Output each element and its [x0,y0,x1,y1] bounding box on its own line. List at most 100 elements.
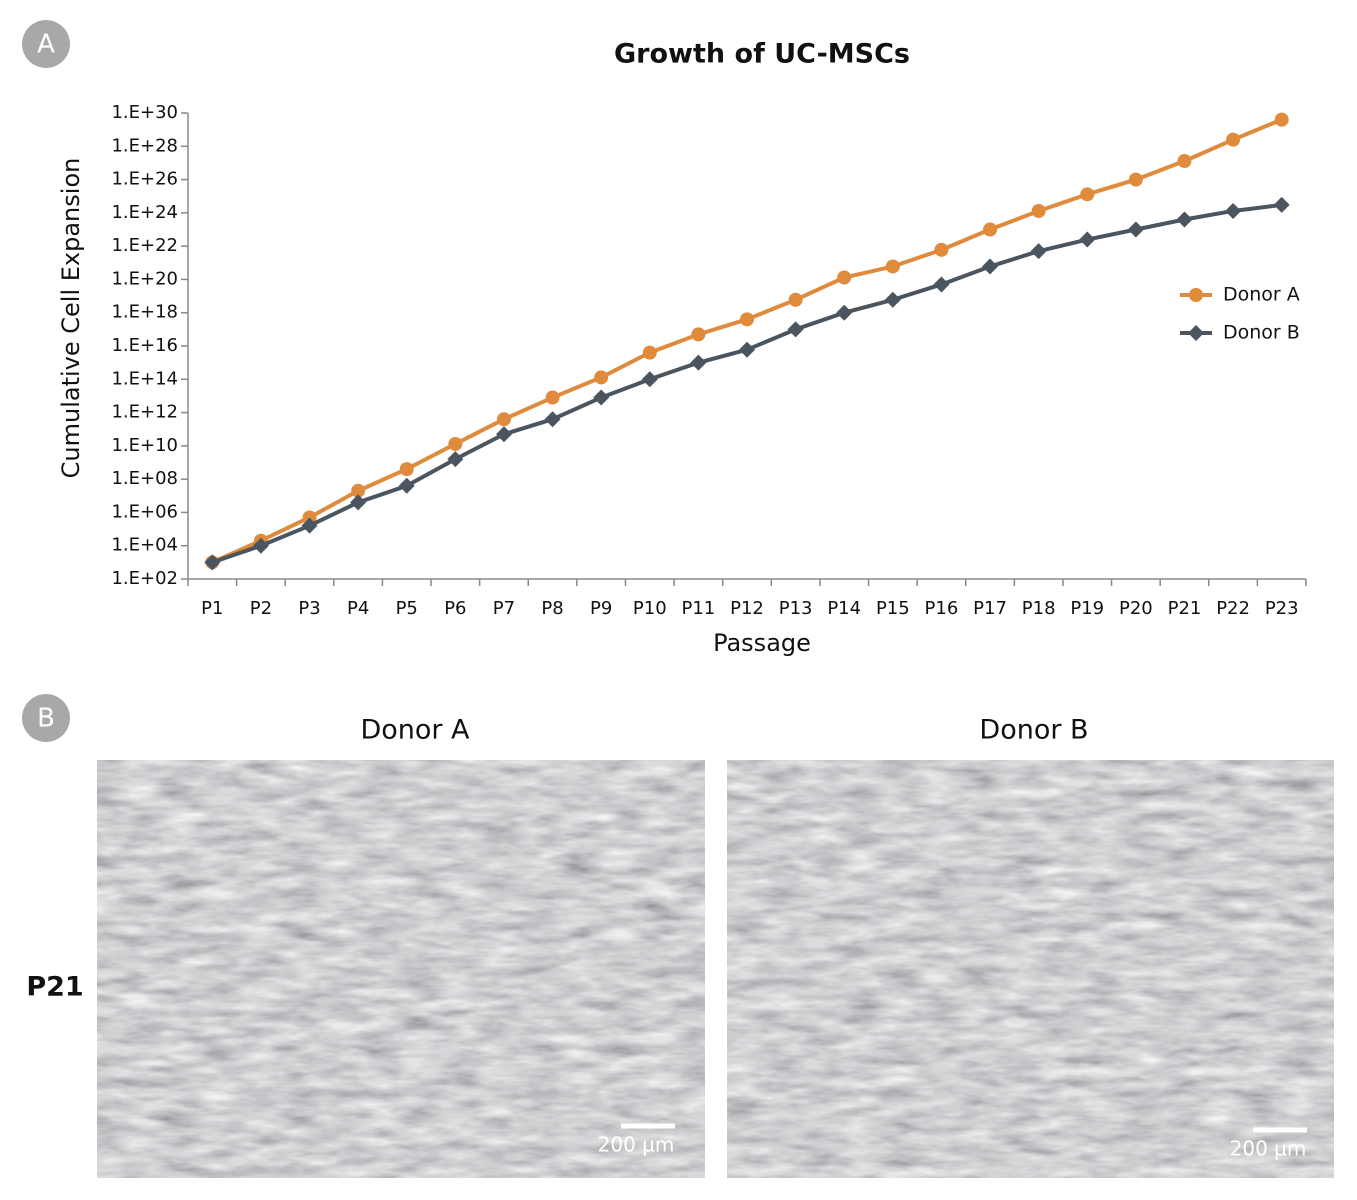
y-tick-label: 1.E+08 [111,468,178,489]
data-point [642,345,657,360]
scale-bar-label: 200 µm [1230,1137,1307,1161]
micrograph [97,760,705,1178]
x-tick-label: P15 [876,598,910,619]
data-point [836,304,853,321]
data-point [496,412,511,427]
y-axis-label: Cumulative Cell Expansion [57,158,85,479]
x-tick-label: P11 [682,598,716,619]
data-point [691,327,706,342]
y-tick-label: 1.E+20 [111,268,178,289]
data-point [934,242,949,257]
data-point [982,258,999,275]
column-title: Donor B [979,715,1088,746]
y-tick-label: 1.E+04 [111,535,178,556]
data-point [302,510,317,525]
data-point [1030,243,1047,260]
badge [22,20,70,68]
y-tick-label: 1.E+02 [111,568,178,589]
data-point [837,270,852,285]
data-point [1031,203,1046,218]
y-tick-label: 1.E+10 [111,435,178,456]
y-tick-label: 1.E+12 [111,402,178,423]
data-point [641,371,658,388]
data-point [885,259,900,274]
column-title: Donor A [360,715,470,746]
data-point [1177,154,1192,169]
data-point [1274,112,1289,127]
y-tick-label: 1.E+24 [111,202,178,223]
data-point [1080,187,1095,202]
y-tick-label: 1.E+18 [111,302,178,323]
data-point [301,517,318,534]
x-tick-label: P6 [444,598,466,619]
data-point [739,341,755,358]
panel-label: A [37,30,55,60]
x-tick-label: P12 [730,598,764,619]
x-tick-label: P13 [779,598,813,619]
data-point [787,321,804,338]
data-point [1176,211,1193,228]
data-point [545,390,560,405]
data-point [1127,221,1144,238]
data-point [884,291,901,308]
y-tick-label: 1.E+28 [111,135,178,156]
data-point [1079,231,1096,248]
x-tick-label: P23 [1265,598,1299,619]
data-point [448,436,463,451]
y-tick-label: 1.E+30 [111,102,178,123]
data-point [204,554,221,571]
y-tick-label: 1.E+14 [111,368,178,389]
x-tick-label: P1 [201,598,223,619]
data-point [594,370,609,385]
data-point [398,477,415,494]
x-tick-label: P3 [298,598,320,619]
x-tick-label: P16 [925,598,959,619]
legend-label: Donor B [1223,322,1300,344]
badge [22,694,70,742]
row-label: P21 [26,972,83,1003]
x-tick-label: P19 [1070,598,1104,619]
x-tick-label: P17 [973,598,1007,619]
data-point [399,462,414,477]
x-tick-label: P18 [1022,598,1056,619]
legend-marker [1188,325,1204,341]
y-tick-label: 1.E+22 [111,235,178,256]
x-tick-label: P21 [1168,598,1202,619]
legend-marker [1189,288,1203,302]
data-point [447,451,464,468]
data-point [351,483,366,498]
x-tick-label: P22 [1216,598,1250,619]
y-tick-label: 1.E+26 [111,169,178,190]
scale-bar-label: 200 µm [598,1133,675,1157]
x-tick-label: P14 [827,598,861,619]
x-tick-label: P7 [493,598,515,619]
data-point [740,312,754,327]
data-point [495,426,512,443]
micrograph [727,760,1334,1178]
data-point [593,389,610,406]
y-tick-label: 1.E+16 [111,335,178,356]
data-point [1273,196,1290,213]
x-tick-label: P9 [590,598,612,619]
data-point [690,354,707,371]
x-tick-label: P8 [541,598,563,619]
x-tick-label: P4 [347,598,369,619]
x-tick-label: P20 [1119,598,1153,619]
legend-label: Donor A [1223,284,1300,306]
data-point [252,537,269,554]
data-point [983,222,998,237]
data-point [350,494,367,511]
data-point [788,292,803,307]
data-point [933,276,950,293]
x-tick-label: P2 [250,598,272,619]
x-tick-label: P10 [633,598,667,619]
data-point [544,411,561,428]
x-tick-label: P5 [396,598,418,619]
data-point [1128,172,1143,187]
data-point [1226,132,1241,147]
y-tick-label: 1.E+06 [111,501,178,522]
series-line [211,202,1282,565]
chart-title: Growth of UC-MSCs [614,39,910,70]
data-point [1225,202,1242,219]
